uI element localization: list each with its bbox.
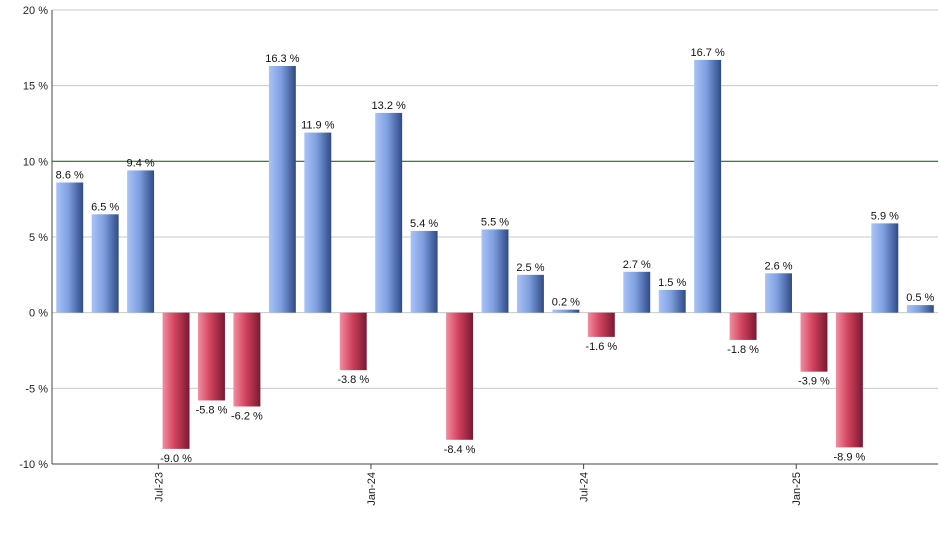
bar	[304, 132, 332, 313]
y-tick-label: 10 %	[23, 156, 48, 168]
data-label: -1.8 %	[727, 344, 759, 356]
data-label: 2.6 %	[764, 260, 792, 272]
data-label: 6.5 %	[91, 201, 119, 213]
bar	[729, 312, 757, 340]
bar	[446, 312, 474, 440]
bar	[127, 170, 155, 313]
bar	[835, 312, 863, 448]
y-tick-label: 0 %	[29, 308, 48, 320]
x-tick-label: Jul-24	[579, 472, 591, 502]
data-label: -3.8 %	[337, 374, 369, 386]
bar	[552, 309, 580, 313]
data-label: 0.5 %	[906, 292, 934, 304]
data-label: 16.7 %	[691, 47, 725, 59]
bar	[481, 229, 509, 313]
data-label: 5.4 %	[410, 218, 438, 230]
bar	[516, 274, 544, 313]
bar	[694, 59, 722, 313]
bar	[871, 223, 899, 313]
bar	[800, 312, 828, 372]
x-tick-label: Jan-25	[791, 472, 803, 506]
data-label: 2.5 %	[516, 262, 544, 274]
bar	[765, 273, 792, 313]
y-tick-label: 5 %	[29, 232, 48, 244]
bar	[658, 289, 686, 313]
data-label: -1.6 %	[585, 341, 617, 353]
data-label: 11.9 %	[301, 120, 335, 132]
data-label: 16.3 %	[265, 53, 299, 65]
bar	[198, 312, 225, 401]
data-label: 9.4 %	[127, 157, 155, 169]
data-label: -6.2 %	[231, 410, 263, 422]
data-label: 0.2 %	[552, 297, 580, 309]
axes: -10 % -5 % 0 % 5 % 10 % 15 % 20 % Jul-23 Jan-24 J…	[19, 5, 938, 506]
bar	[587, 312, 615, 337]
bar	[623, 271, 651, 313]
bar	[56, 182, 84, 313]
data-label: 13.2 %	[372, 100, 406, 112]
bar	[268, 65, 296, 313]
bar	[410, 230, 438, 313]
data-label: 1.5 %	[658, 277, 686, 289]
data-label: -3.9 %	[798, 376, 830, 388]
y-tick-label: -10 %	[19, 459, 48, 471]
bar	[339, 312, 367, 371]
bars	[56, 59, 934, 449]
bar	[375, 112, 403, 313]
bar	[91, 214, 119, 313]
data-label: -8.9 %	[834, 451, 866, 463]
data-label: -9.0 %	[160, 453, 192, 465]
data-label: 8.6 %	[56, 170, 84, 182]
bar	[233, 312, 261, 407]
data-label: 5.5 %	[481, 216, 509, 228]
y-tick-label: 20 %	[23, 5, 48, 17]
x-tick-label: Jan-24	[366, 472, 378, 506]
bar	[162, 312, 190, 449]
data-label: 5.9 %	[871, 210, 899, 222]
data-label: -8.4 %	[444, 444, 476, 456]
data-labels: 8.6 % 6.5 % 9.4 % -9.0 % -5.8 %-6.2 % 16.3 % 1…	[56, 47, 935, 465]
y-tick-label: 15 %	[23, 81, 48, 93]
x-tick-label: Jul-23	[153, 472, 165, 502]
data-label: 2.7 %	[623, 259, 651, 271]
y-tick-label: -5 %	[25, 383, 48, 395]
data-label: -5.8 %	[196, 404, 228, 416]
bar	[906, 305, 934, 313]
